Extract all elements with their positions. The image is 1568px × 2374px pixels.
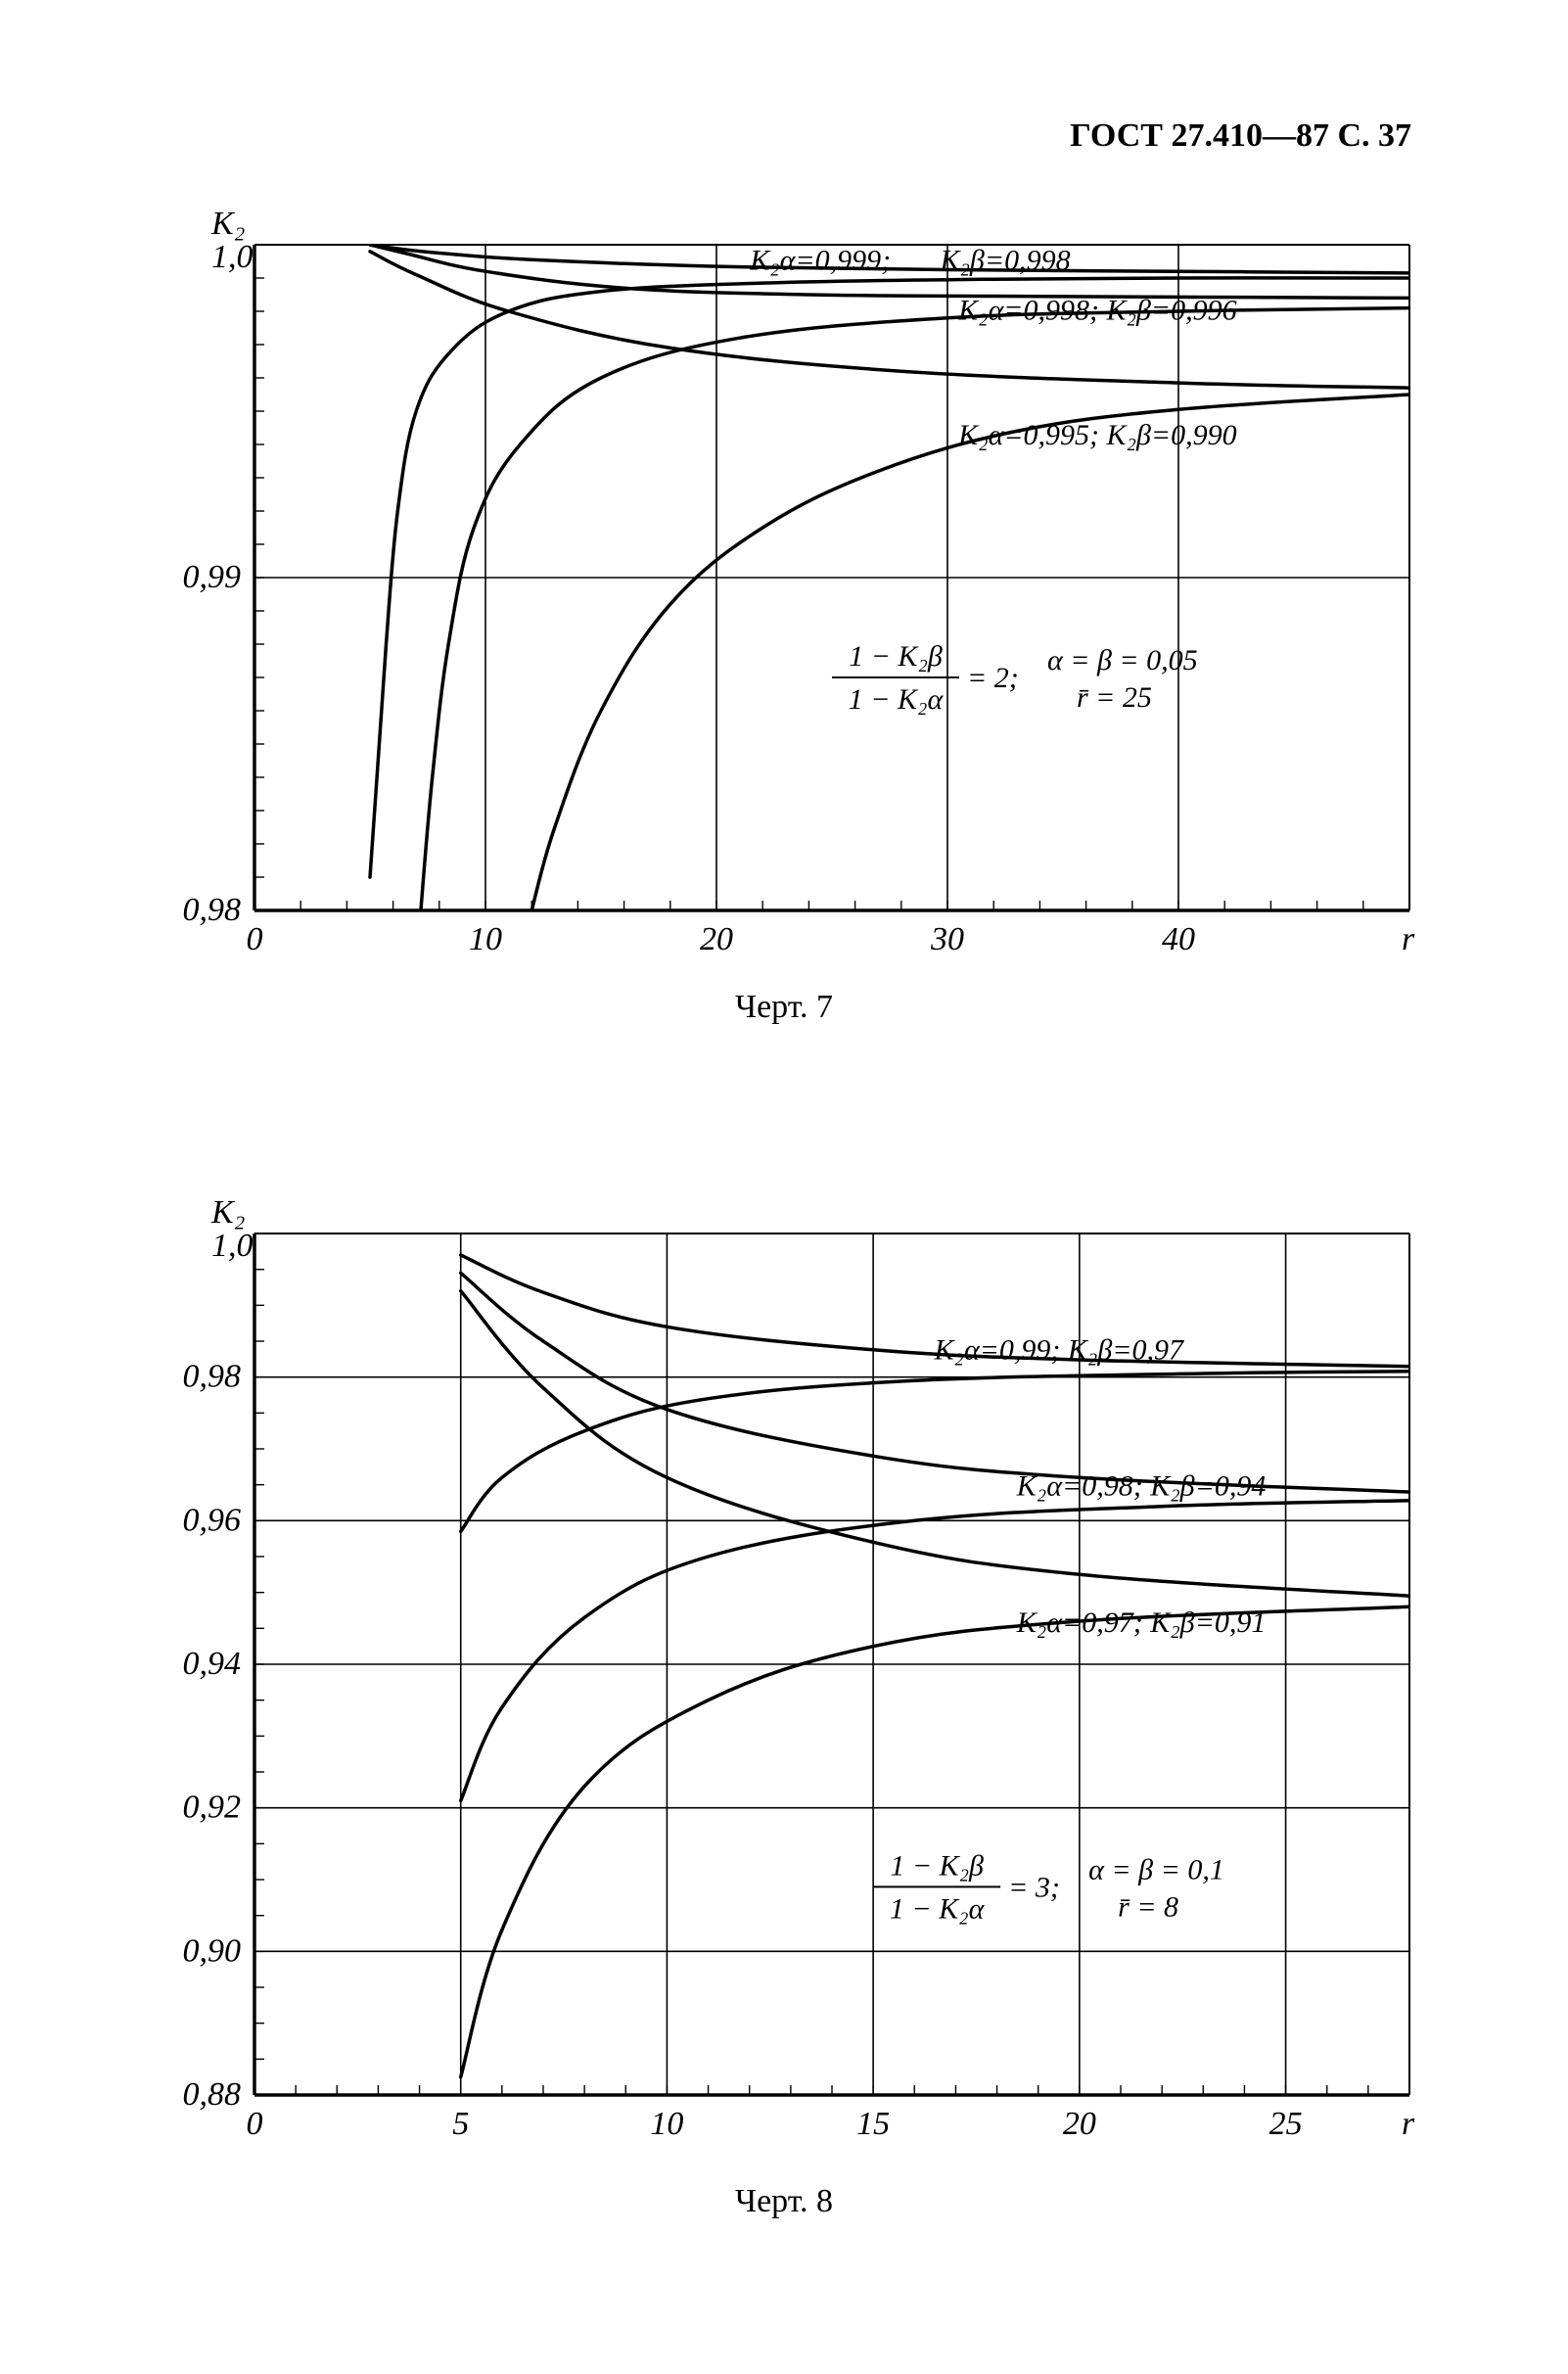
page: ГОСТ 27.410—87 С. 37 K₂ 1,0 0102030400,9…	[0, 0, 1568, 2374]
svg-text:1 − K₂α: 1 − K₂α	[890, 1892, 986, 1925]
svg-text:0,88: 0,88	[183, 2076, 242, 2113]
svg-text:K₂α=0,98; K₂β=0,94: K₂α=0,98; K₂β=0,94	[1016, 1470, 1267, 1503]
svg-text:0,96: 0,96	[183, 1502, 242, 1538]
svg-text:25: 25	[1269, 2106, 1303, 2142]
svg-text:1 − K₂β: 1 − K₂β	[890, 1849, 984, 1882]
svg-text:= 3;: = 3;	[1008, 1871, 1060, 1903]
svg-text:r̄ = 8: r̄ = 8	[1118, 1890, 1178, 1923]
chart8-svg: 0 5 10 15 20 25 0,88 0,90 0,92 0,94 0,96 0,98 r K₂α=0…	[0, 0, 1568, 2252]
svg-text:5: 5	[452, 2106, 469, 2142]
svg-text:20: 20	[1063, 2106, 1096, 2142]
svg-text:15: 15	[856, 2106, 890, 2142]
svg-text:0,94: 0,94	[183, 1646, 242, 1682]
svg-text:10: 10	[650, 2106, 683, 2142]
svg-text:K₂α=0,99; K₂β=0,97: K₂α=0,99; K₂β=0,97	[934, 1333, 1186, 1366]
svg-text:0: 0	[247, 2106, 263, 2142]
chart8-caption: Черт. 8	[0, 2183, 1568, 2220]
svg-text:α = β = 0,1: α = β = 0,1	[1088, 1853, 1224, 1885]
svg-text:0,92: 0,92	[183, 1790, 242, 1826]
svg-text:0,90: 0,90	[183, 1932, 242, 1969]
svg-text:r: r	[1402, 2106, 1415, 2142]
svg-text:K₂α=0,97; K₂β=0,91: K₂α=0,97; K₂β=0,91	[1016, 1606, 1267, 1639]
svg-text:0,98: 0,98	[183, 1359, 242, 1395]
